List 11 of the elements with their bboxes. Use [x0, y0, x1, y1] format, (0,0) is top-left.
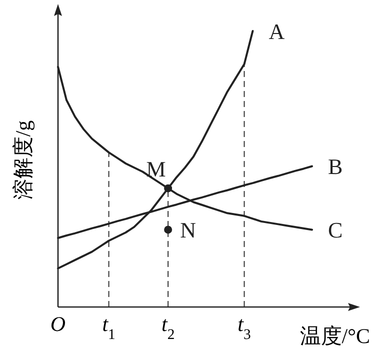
annotation: M — [146, 156, 166, 182]
annotation: N — [180, 218, 196, 243]
series-label: B — [328, 154, 343, 180]
x-axis-title: 温度/°C — [300, 324, 370, 348]
x-tick-label: t$_{2}$ — [161, 312, 175, 343]
series-label: C — [328, 218, 343, 243]
series-label: A — [268, 19, 285, 44]
x-tick-label: t$_{3}$ — [238, 312, 251, 343]
y-axis-title: 溶解度/g — [11, 120, 35, 200]
x-tick-label: t$_{1}$ — [102, 312, 116, 343]
x-tick-label: O — [50, 312, 66, 336]
